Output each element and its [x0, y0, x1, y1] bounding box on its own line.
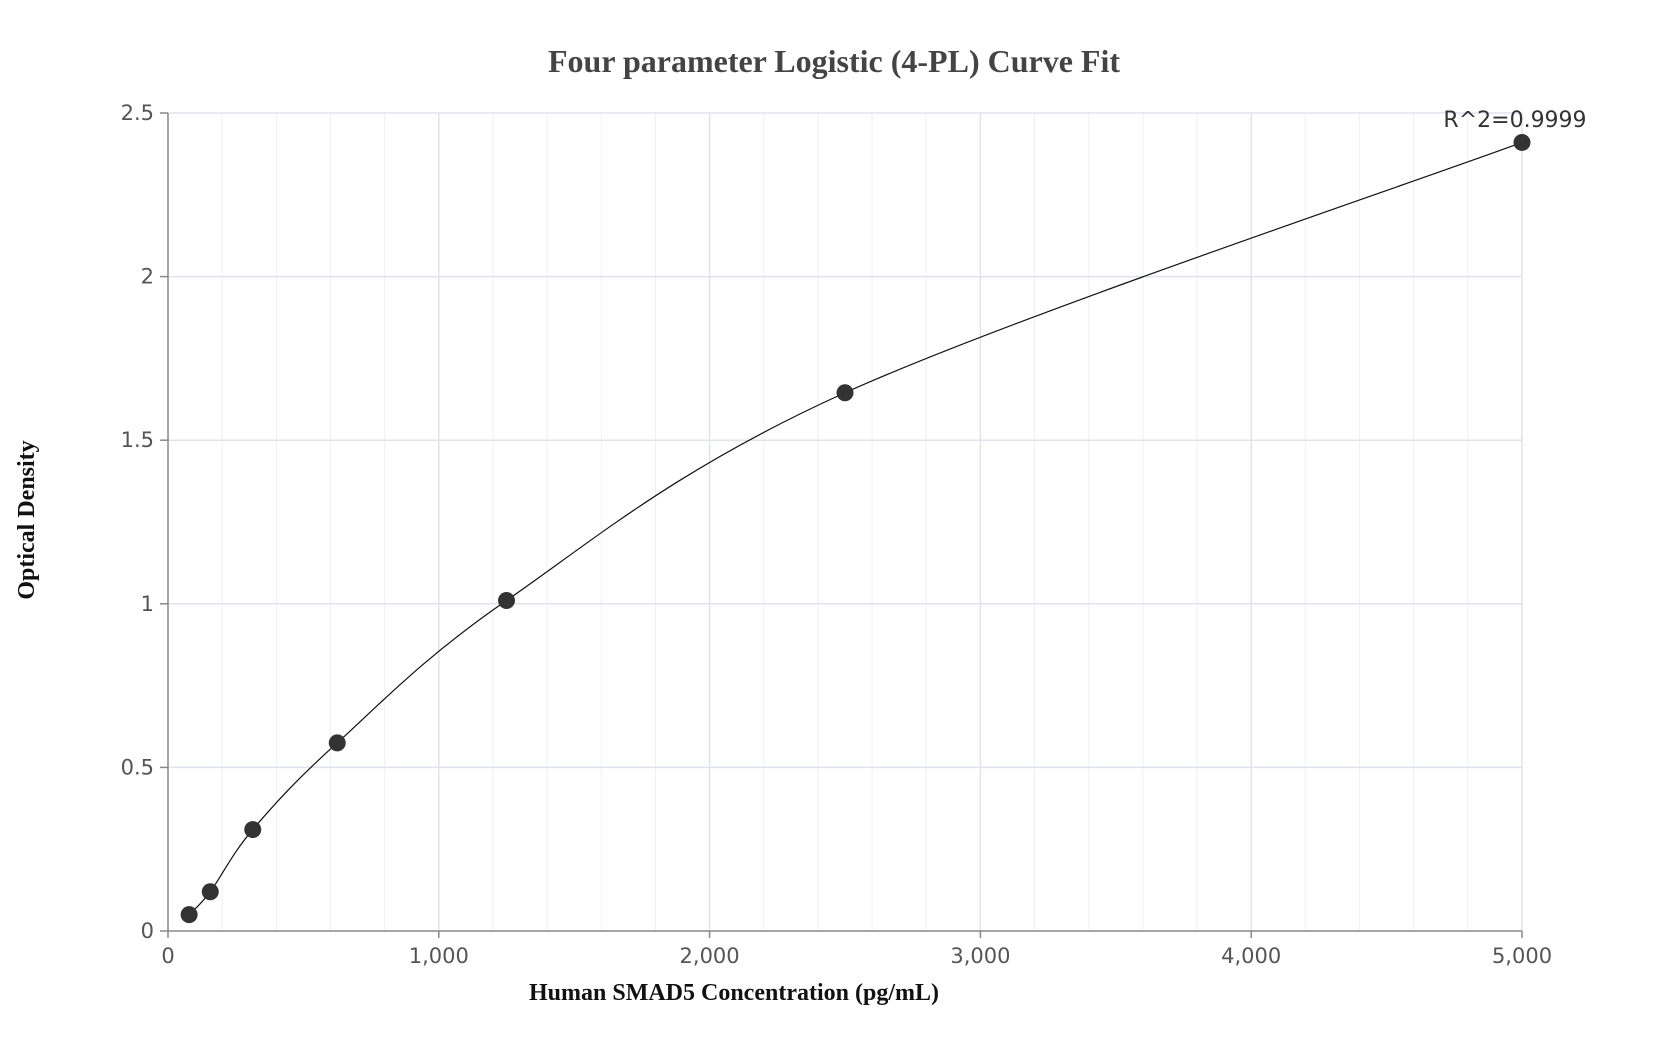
- y-tick-label: 1: [141, 592, 154, 616]
- x-tick-label: 3,000: [950, 944, 1010, 968]
- data-point: [1513, 133, 1531, 151]
- y-tick-label: 0.5: [121, 755, 154, 779]
- chart-title: Four parameter Logistic (4-PL) Curve Fit: [548, 43, 1120, 79]
- axes: 0 1,000 2,000 3,000 4,000 5,000 0 0.5 1 1.5 2 2.5: [121, 101, 1552, 968]
- data-point: [244, 821, 262, 839]
- fit-curve-group: [188, 141, 1523, 916]
- x-tick-label: 2,000: [680, 944, 740, 968]
- data-point: [836, 384, 854, 402]
- x-axis-title: Human SMAD5 Concentration (pg/mL): [529, 980, 939, 1006]
- x-tick-label: 1,000: [409, 944, 469, 968]
- y-tick-label: 0: [141, 919, 154, 943]
- y-tick-label: 1.5: [121, 428, 154, 452]
- data-point: [180, 906, 198, 924]
- data-point: [201, 883, 219, 901]
- x-tick-label: 4,000: [1221, 944, 1281, 968]
- data-points: [180, 133, 1531, 924]
- y-tick-label: 2: [141, 265, 154, 289]
- x-tick-label: 5,000: [1492, 944, 1552, 968]
- y-axis-title: Optical Density: [14, 440, 40, 599]
- grid: [168, 112, 1523, 931]
- y-tick-label: 2.5: [121, 101, 154, 125]
- r-squared-annotation: R^2=0.9999: [1443, 108, 1586, 133]
- x-tick-label: 0: [161, 944, 174, 968]
- fit-curve: [188, 141, 1523, 916]
- data-point: [498, 592, 515, 610]
- data-point: [328, 734, 346, 752]
